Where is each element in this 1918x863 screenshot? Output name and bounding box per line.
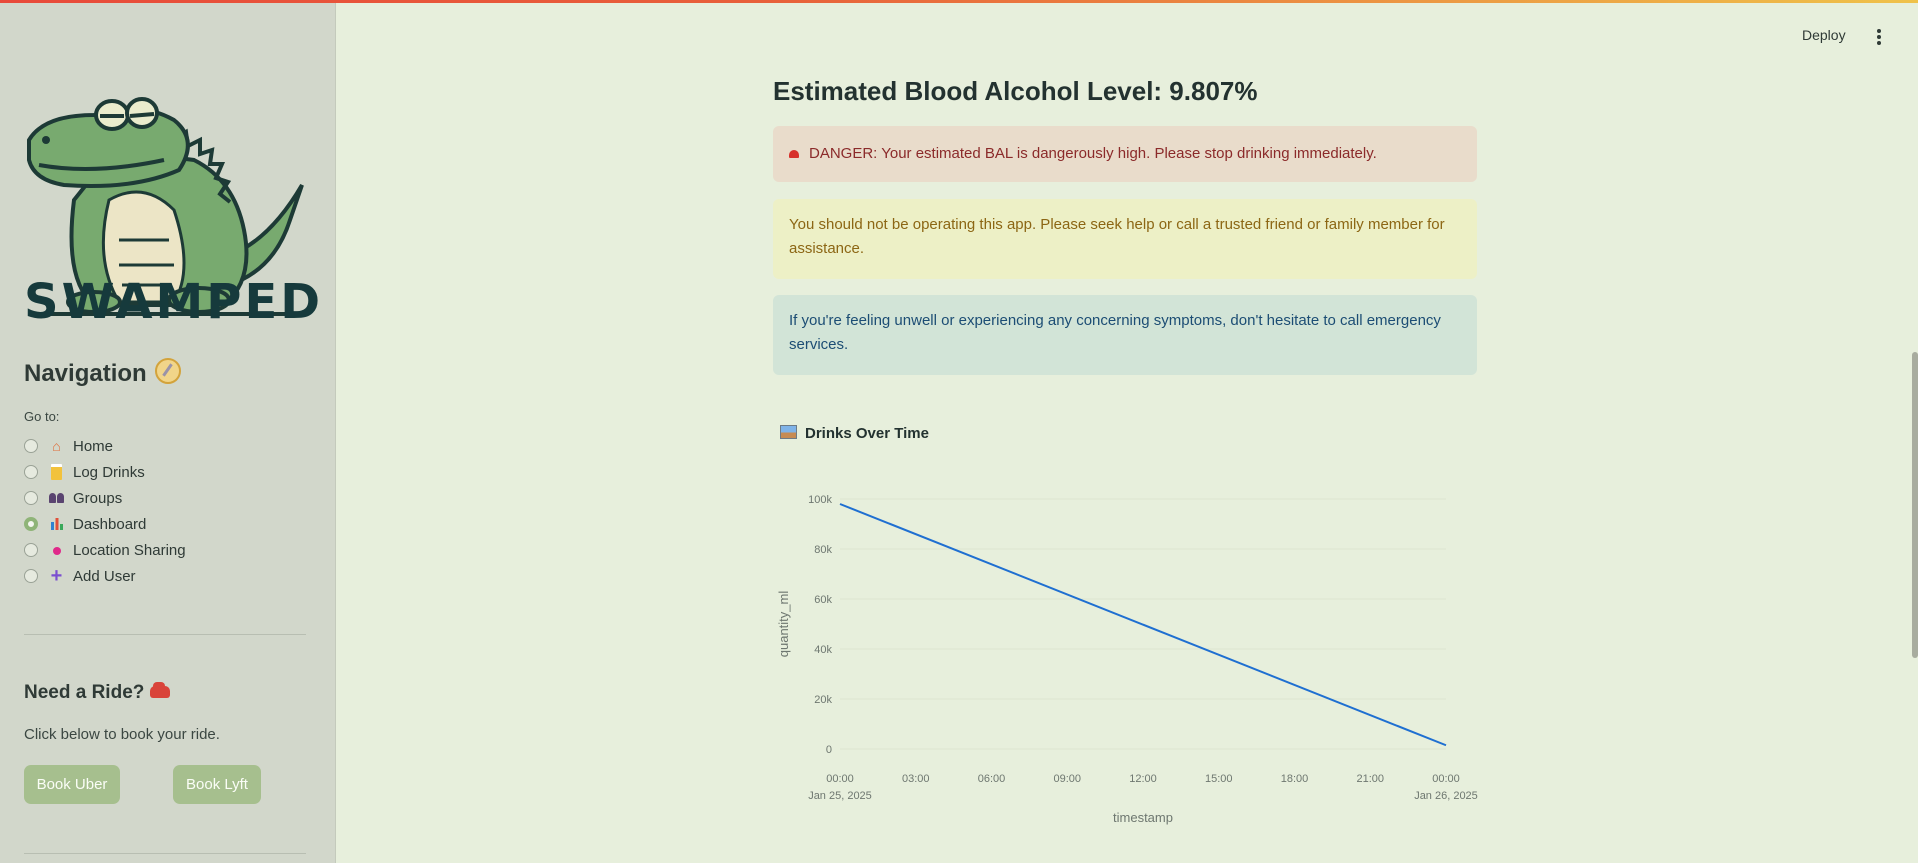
top-accent-bar bbox=[0, 0, 1918, 3]
danger-alert: DANGER: Your estimated BAL is dangerousl… bbox=[773, 126, 1477, 182]
radio-button-selected[interactable] bbox=[24, 517, 38, 531]
x-axis-title: timestamp bbox=[1113, 810, 1173, 825]
nav-item-groups[interactable]: Groups bbox=[24, 485, 186, 511]
y-tick-label: 100k bbox=[808, 494, 832, 506]
radio-button[interactable] bbox=[24, 543, 38, 557]
nav-item-label: Groups bbox=[73, 489, 123, 507]
nav-item-log-drinks[interactable]: Log Drinks bbox=[24, 459, 186, 485]
info-alert-text: If you're feeling unwell or experiencing… bbox=[789, 312, 1441, 353]
y-tick-label: 80k bbox=[814, 544, 832, 556]
compass-icon bbox=[154, 358, 181, 384]
y-tick-label: 60k bbox=[814, 594, 832, 606]
x-tick-label: 18:00 bbox=[1281, 773, 1309, 785]
beer-icon bbox=[48, 463, 65, 481]
deploy-button[interactable]: Deploy bbox=[1802, 27, 1846, 43]
x-tick-label: 15:00 bbox=[1205, 773, 1233, 785]
nav-item-label: Location Sharing bbox=[73, 541, 186, 559]
nav-item-add-user[interactable]: + Add User bbox=[24, 563, 186, 589]
ride-heading: Need a Ride? bbox=[24, 682, 171, 704]
x-tick-date-label: Jan 25, 2025 bbox=[808, 790, 872, 802]
radio-button[interactable] bbox=[24, 439, 38, 453]
nav-item-home[interactable]: ⌂ Home bbox=[24, 433, 186, 459]
radio-button[interactable] bbox=[24, 465, 38, 479]
picture-icon bbox=[780, 425, 797, 439]
car-icon bbox=[150, 682, 171, 698]
pin-icon bbox=[48, 542, 65, 559]
y-tick-label: 0 bbox=[826, 744, 832, 756]
bal-heading: Estimated Blood Alcohol Level: 9.807% bbox=[773, 76, 1258, 106]
warning-alert-text: You should not be operating this app. Pl… bbox=[789, 216, 1445, 257]
radio-button[interactable] bbox=[24, 491, 38, 505]
info-alert: If you're feeling unwell or experiencing… bbox=[773, 295, 1477, 375]
book-uber-button[interactable]: Book Uber bbox=[24, 765, 120, 804]
drinks-over-time-chart: 0 20k 40k 60k 80k 100k 00:00 Jan 25, 2025 03:00 0… bbox=[776, 494, 1478, 825]
ride-description: Click below to book your ride. bbox=[24, 726, 220, 743]
x-tick-label: 03:00 bbox=[902, 773, 930, 785]
nav-item-location-sharing[interactable]: Location Sharing bbox=[24, 537, 186, 563]
book-lyft-button[interactable]: Book Lyft bbox=[173, 765, 261, 804]
series-line bbox=[839, 503, 1447, 747]
siren-icon bbox=[789, 150, 799, 158]
bar-chart-icon bbox=[48, 516, 65, 533]
x-tick-label: 00:00 bbox=[826, 773, 854, 785]
y-tick-label: 40k bbox=[814, 644, 832, 656]
x-tick-label: 00:00 bbox=[1432, 773, 1460, 785]
goto-label: Go to: bbox=[24, 409, 60, 424]
nav-item-label: Log Drinks bbox=[73, 463, 145, 481]
alligator-logo-icon bbox=[27, 97, 304, 316]
scrollbar[interactable] bbox=[1912, 352, 1918, 658]
x-tick-label: 21:00 bbox=[1356, 773, 1384, 785]
sidebar-divider bbox=[24, 853, 306, 854]
house-icon: ⌂ bbox=[52, 437, 61, 454]
x-tick-label: 09:00 bbox=[1053, 773, 1081, 785]
warning-alert: You should not be operating this app. Pl… bbox=[773, 199, 1477, 279]
y-axis-title: quantity_ml bbox=[776, 591, 791, 658]
radio-button[interactable] bbox=[24, 569, 38, 583]
nav-item-dashboard[interactable]: Dashboard bbox=[24, 511, 186, 537]
chart-heading: Drinks Over Time bbox=[780, 425, 929, 442]
nav-item-label: Home bbox=[73, 437, 114, 455]
y-tick-label: 20k bbox=[814, 694, 832, 706]
app-logo-text: SWAMPED bbox=[24, 274, 324, 330]
danger-alert-text: DANGER: Your estimated BAL is dangerousl… bbox=[809, 145, 1377, 162]
navigation-radio-group: ⌂ Home Log Drinks Groups Dashboard Locat… bbox=[24, 433, 186, 589]
x-tick-label: 12:00 bbox=[1129, 773, 1157, 785]
navigation-heading: Navigation bbox=[24, 358, 181, 388]
nav-item-label: Add User bbox=[73, 567, 136, 585]
sidebar: SWAMPED Navigation Go to: ⌂ Home Log Dri… bbox=[0, 0, 336, 863]
kebab-menu-icon[interactable] bbox=[1876, 29, 1882, 45]
x-tick-date-label: Jan 26, 2025 bbox=[1414, 790, 1478, 802]
people-icon bbox=[48, 490, 65, 507]
plus-icon: + bbox=[50, 564, 63, 587]
nav-item-label: Dashboard bbox=[73, 515, 147, 533]
sidebar-divider bbox=[24, 634, 306, 635]
x-tick-label: 06:00 bbox=[978, 773, 1006, 785]
